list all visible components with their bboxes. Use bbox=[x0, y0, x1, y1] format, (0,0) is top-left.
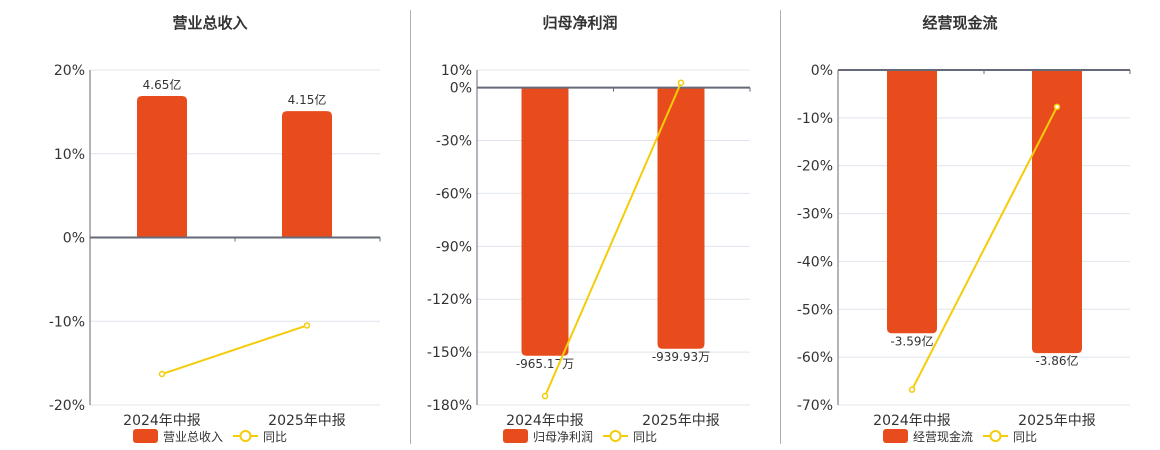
bar-data-label: 4.65亿 bbox=[143, 77, 182, 92]
y-tick-label: -10% bbox=[797, 111, 833, 127]
bar-data-label: 4.15亿 bbox=[288, 92, 327, 107]
y-tick-label: -50% bbox=[797, 302, 833, 318]
yoy-line bbox=[911, 106, 1058, 391]
y-tick-label: 10% bbox=[441, 63, 472, 79]
yoy-point bbox=[677, 79, 685, 86]
bar bbox=[521, 87, 569, 356]
bar bbox=[887, 70, 937, 334]
x-tick-label: 2024年中报 bbox=[123, 413, 201, 429]
yoy-point bbox=[1053, 103, 1061, 111]
yoy-point bbox=[158, 370, 166, 378]
bar bbox=[137, 95, 187, 238]
legend-line-label: 同比 bbox=[633, 430, 657, 444]
legend: 归母净利润 同比 bbox=[503, 429, 657, 444]
y-tick-label: -40% bbox=[797, 254, 833, 270]
y-tick-label: -150% bbox=[427, 345, 472, 361]
yoy-line bbox=[161, 324, 308, 375]
y-tick-label: -30% bbox=[797, 207, 833, 223]
y-tick-label: 10% bbox=[54, 147, 85, 163]
y-tick-label: -20% bbox=[797, 159, 833, 175]
y-tick-label: -60% bbox=[436, 186, 472, 202]
y-tick-label: -30% bbox=[436, 134, 472, 150]
y-tick-label: -180% bbox=[427, 398, 472, 414]
bar bbox=[282, 111, 332, 238]
x-tick-label: 2025年中报 bbox=[268, 413, 346, 429]
chart-title: 归母净利润 bbox=[542, 14, 617, 32]
y-tick-label: 0% bbox=[811, 63, 833, 79]
legend-bar-swatch bbox=[503, 429, 528, 443]
y-tick-label: 0% bbox=[63, 231, 85, 247]
bar-data-label: -3.59亿 bbox=[890, 333, 933, 348]
y-tick-label: 20% bbox=[54, 63, 85, 79]
yoy-point bbox=[908, 386, 916, 393]
y-tick-label: -60% bbox=[797, 350, 833, 366]
y-tick-label: 0% bbox=[450, 81, 472, 97]
yoy-line bbox=[544, 82, 682, 397]
y-tick-label: -20% bbox=[49, 398, 85, 414]
chart-panel-3: 经营现金流 0% -10% -20% -30% -40% -50% -60% -70% -3.59… bbox=[797, 14, 1131, 444]
x-tick-label: 2024年中报 bbox=[873, 413, 951, 429]
legend-line-label: 同比 bbox=[263, 430, 287, 444]
bar-data-label: -3.86亿 bbox=[1035, 353, 1078, 368]
yoy-point bbox=[303, 322, 311, 329]
legend-line-marker-icon bbox=[609, 430, 622, 442]
chart-title: 经营现金流 bbox=[922, 14, 997, 32]
y-tick-label: -10% bbox=[49, 314, 85, 330]
legend-line-label: 同比 bbox=[1013, 430, 1037, 444]
legend-bar-swatch bbox=[883, 429, 908, 443]
legend-bar-label: 归母净利润 bbox=[533, 430, 593, 444]
y-tick-label: -70% bbox=[797, 398, 833, 414]
bar bbox=[1032, 70, 1082, 354]
y-tick-label: -90% bbox=[436, 239, 472, 255]
legend-line-marker-icon bbox=[239, 430, 252, 442]
x-tick-label: 2025年中报 bbox=[1018, 413, 1096, 429]
x-tick-label: 2025年中报 bbox=[642, 413, 720, 429]
bar-data-label: -965.17万 bbox=[516, 357, 574, 371]
legend: 经营现金流 同比 bbox=[883, 429, 1037, 444]
bar bbox=[657, 87, 705, 349]
legend: 营业总收入 同比 bbox=[133, 429, 287, 444]
bar-data-label: -939.93万 bbox=[652, 350, 710, 364]
x-tick-label: 2024年中报 bbox=[506, 413, 584, 429]
legend-line-marker-icon bbox=[989, 430, 1002, 442]
chart-panel-1: 营业总收入 20% 10% 0% -10% -20% 4.65亿 4.15亿 2024年中报 20… bbox=[49, 14, 381, 444]
chart-title: 营业总收入 bbox=[172, 14, 247, 32]
legend-bar-swatch bbox=[133, 429, 158, 443]
legend-bar-label: 营业总收入 bbox=[163, 430, 223, 444]
y-tick-label: -120% bbox=[427, 292, 472, 308]
legend-bar-label: 经营现金流 bbox=[913, 429, 973, 444]
yoy-point bbox=[541, 392, 549, 400]
chart-panel-2: 归母净利润 10% 0% -30% -60% -90% -120% -150% -180% -96… bbox=[427, 14, 751, 444]
